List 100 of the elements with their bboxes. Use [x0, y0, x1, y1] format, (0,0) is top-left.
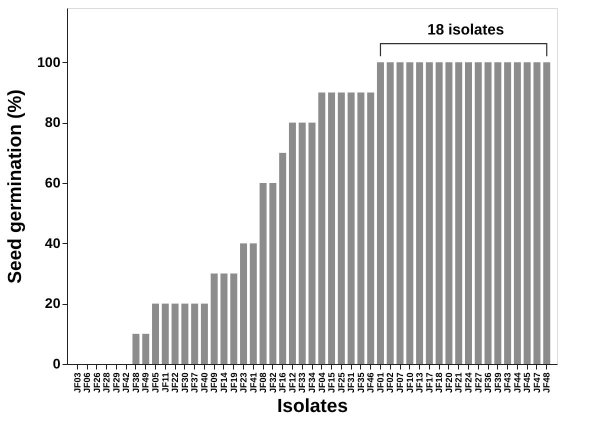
x-tick-label: JF26: [92, 372, 102, 394]
x-tick-label: JF23: [238, 372, 249, 394]
x-tick-label: JF44: [512, 372, 522, 394]
x-tick-label: JF09: [209, 372, 220, 394]
bar: [328, 92, 336, 364]
x-tick-label: JF32: [268, 372, 278, 394]
x-tick-label: JF47: [532, 372, 542, 394]
bar: [524, 62, 531, 364]
x-tick-label: JF07: [395, 372, 406, 394]
x-tick-label: JF24: [463, 372, 474, 394]
bar: [142, 334, 150, 364]
x-tick-label: JF21: [454, 372, 464, 394]
bar: [464, 62, 472, 364]
bar: [445, 62, 452, 364]
bar: [152, 304, 160, 364]
bar: [240, 243, 248, 364]
bar: [533, 62, 540, 364]
bar: [357, 92, 364, 364]
x-axis-title: Isolates: [277, 396, 348, 418]
y-axis-title: Seed germination (%): [5, 89, 26, 284]
bar: [230, 273, 238, 364]
x-tick-label: JF22: [170, 372, 180, 394]
x-tick-label: JF35: [356, 372, 366, 394]
x-tick-label: JF43: [502, 372, 513, 394]
x-tick-label: JF02: [385, 372, 396, 394]
bar: [426, 62, 433, 364]
bar: [181, 304, 188, 364]
bar: [348, 92, 355, 364]
bar: [269, 182, 276, 364]
bar: [436, 62, 443, 364]
x-tick-label: JF40: [199, 372, 210, 394]
bar: [260, 182, 267, 364]
y-tick-label: 40: [44, 234, 61, 251]
bar: [474, 62, 482, 364]
bar: [318, 92, 326, 364]
x-tick-label: JF25: [336, 372, 346, 394]
x-tick-label: JF05: [150, 372, 161, 394]
bar: [210, 273, 218, 364]
bar: [514, 62, 521, 364]
bar: [543, 62, 550, 364]
x-tick-label: JF13: [414, 372, 425, 394]
bar: [250, 243, 257, 364]
x-tick-label: JF18: [434, 372, 444, 394]
bar: [338, 92, 345, 364]
bar: [455, 62, 462, 364]
x-tick-label: JF38: [130, 372, 141, 394]
x-tick-label: JF49: [140, 372, 151, 394]
x-tick-label: JF42: [121, 372, 132, 394]
x-tick-label: JF11: [160, 372, 170, 393]
x-tick-label: JF15: [326, 372, 337, 394]
bar: [200, 304, 208, 364]
y-tick-label: 60: [44, 174, 61, 190]
x-tick-label: JF37: [190, 372, 200, 394]
bar: [376, 62, 384, 364]
bar: [162, 304, 169, 364]
x-tick-label: JF03: [72, 372, 82, 394]
annotation: 18 isolates: [427, 22, 504, 39]
bar: [279, 152, 286, 364]
bar: [308, 122, 316, 364]
bar: [298, 122, 306, 364]
x-tick-label: JF41: [248, 372, 258, 394]
bar: [484, 62, 492, 364]
x-tick-label: JF46: [366, 372, 376, 394]
x-tick-label: JF45: [522, 372, 532, 394]
bar: [494, 62, 502, 364]
x-tick-label: JF20: [444, 372, 454, 394]
x-tick-label: JF34: [307, 372, 317, 394]
x-tick-label: JF27: [473, 372, 484, 394]
x-tick-label: JF36: [483, 372, 494, 394]
x-tick-label: JF29: [111, 372, 122, 394]
x-tick-label: JF12: [287, 372, 298, 394]
x-tick-label: JF30: [180, 372, 190, 394]
bar: [191, 304, 198, 364]
x-tick-label: JF28: [102, 372, 112, 394]
bar: [288, 122, 296, 364]
x-tick-label: JF16: [278, 372, 288, 394]
bar: [132, 334, 140, 364]
x-tick-label: JF31: [346, 372, 356, 394]
bar: [504, 62, 512, 364]
bar: [172, 304, 179, 364]
x-tick-label: JF17: [424, 372, 434, 394]
x-tick-label: JF06: [82, 372, 92, 394]
bar: [367, 92, 374, 364]
y-tick-label: 100: [37, 54, 61, 70]
bar: [416, 62, 424, 364]
y-tick-label: 0: [52, 356, 61, 372]
x-tick-label: JF48: [542, 372, 552, 394]
x-tick-label: JF04: [316, 372, 327, 394]
y-tick-label: 80: [44, 114, 61, 130]
bar: [396, 62, 404, 364]
x-tick-label: JF33: [297, 372, 308, 394]
y-tick-label: 20: [44, 295, 61, 312]
bar: [220, 273, 228, 364]
x-tick-label: JF14: [218, 372, 229, 394]
x-tick-label: JF19: [228, 372, 239, 394]
bar: [386, 62, 394, 364]
bar: [406, 62, 414, 364]
x-tick-label: JF39: [492, 372, 503, 394]
x-tick-label: JF01: [375, 372, 386, 394]
x-tick-label: JF08: [258, 372, 268, 394]
